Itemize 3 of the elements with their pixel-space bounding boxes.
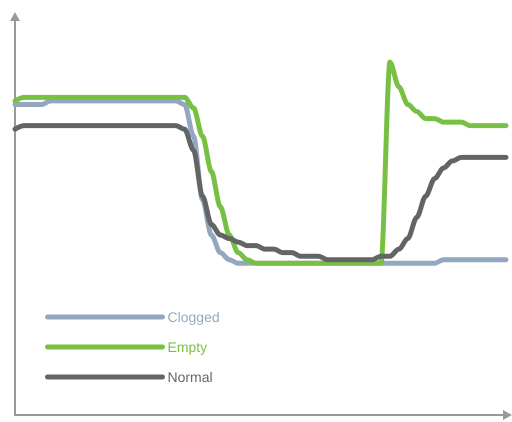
text: Normal — [168, 369, 213, 385]
text: Clogged — [168, 309, 220, 325]
text: Empty — [168, 339, 208, 355]
